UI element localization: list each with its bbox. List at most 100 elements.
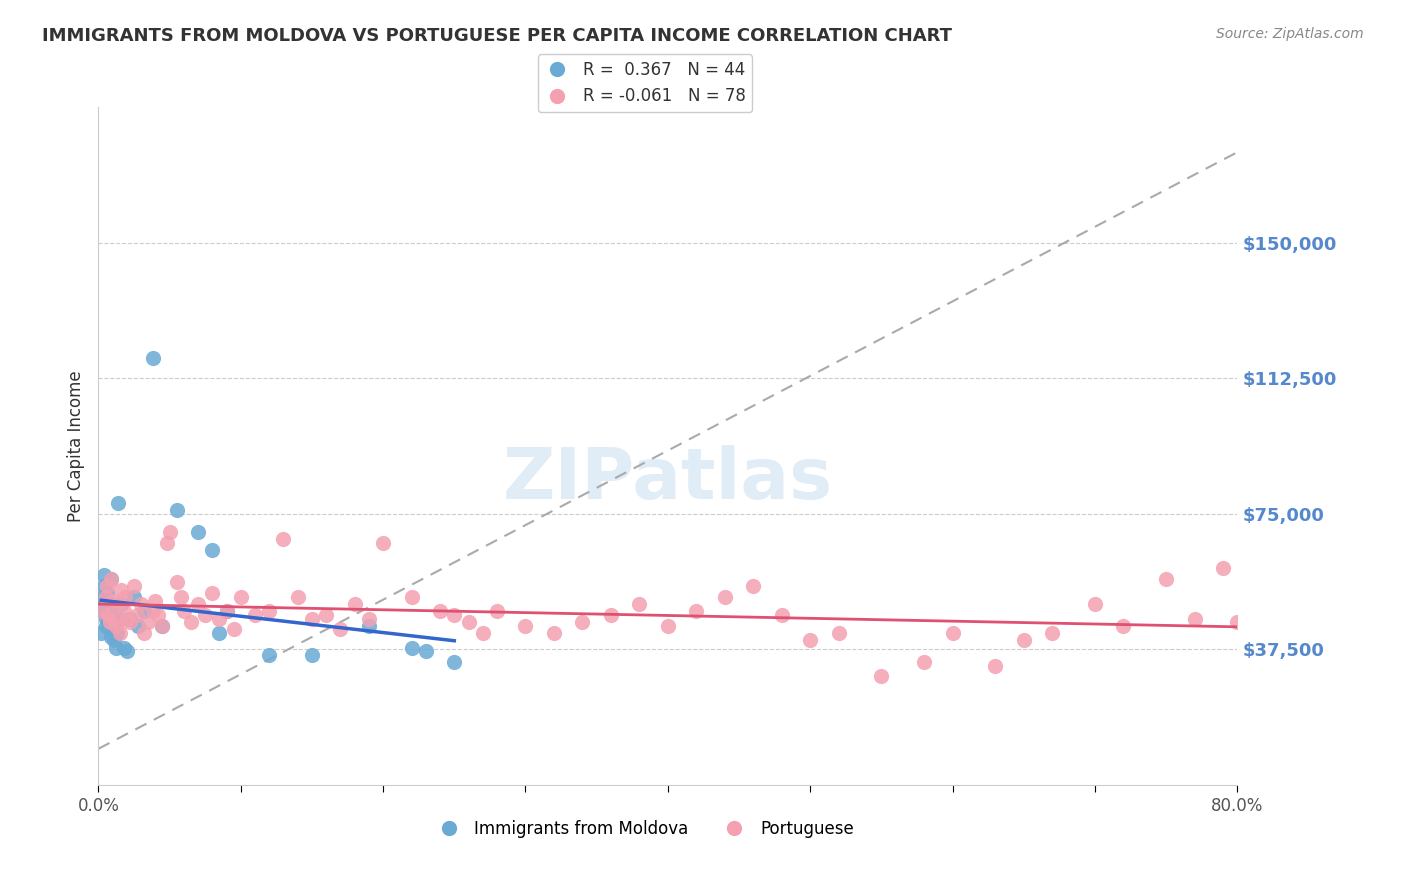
Point [222,623,245,637]
Point [101,619,124,633]
Point [96,579,118,593]
Point [129,597,152,611]
Point [486,604,509,618]
Point [93,568,115,582]
Point [98,600,121,615]
Point [515,619,537,633]
Point [152,619,174,633]
Point [118,615,141,630]
Point [415,644,437,658]
Point [194,607,217,622]
Point [108,612,131,626]
Point [770,607,793,622]
Point [201,543,224,558]
Point [471,626,494,640]
Point [122,590,145,604]
Point [273,532,295,546]
Point [105,597,128,611]
Point [243,607,266,622]
Point [91,604,114,618]
Point [429,604,451,618]
Point [187,524,209,539]
Point [208,612,231,626]
Point [170,590,193,604]
Point [1212,561,1234,575]
Point [357,612,380,626]
Point [1226,615,1249,630]
Point [180,615,202,630]
Point [401,590,423,604]
Point [97,607,120,622]
Point [90,626,112,640]
Point [301,648,323,662]
Point [685,604,707,618]
Point [101,593,124,607]
Point [343,597,366,611]
Point [97,593,120,607]
Point [112,640,135,655]
Point [112,604,135,618]
Point [136,615,159,630]
Point [259,604,281,618]
Point [101,612,124,626]
Point [401,640,423,655]
Point [148,607,170,622]
Point [443,607,465,622]
Point [100,630,122,644]
Text: Source: ZipAtlas.com: Source: ZipAtlas.com [1216,27,1364,41]
Point [173,604,195,618]
Point [208,626,231,640]
Point [1040,626,1063,640]
Point [215,604,238,618]
Point [97,615,120,630]
Point [166,503,188,517]
Point [110,597,132,611]
Point [187,597,209,611]
Point [100,572,122,586]
Point [1154,572,1177,586]
Point [201,586,224,600]
Point [373,535,395,549]
Point [98,615,121,630]
Point [127,619,149,633]
Point [115,612,138,626]
Point [301,612,323,626]
Point [870,669,893,683]
Point [742,579,765,593]
Legend: Immigrants from Moldova, Portuguese: Immigrants from Moldova, Portuguese [429,814,860,845]
Point [984,658,1007,673]
Point [141,604,163,618]
Point [357,619,380,633]
Point [122,579,145,593]
Point [215,604,238,618]
Point [287,590,309,604]
Point [132,626,155,640]
Point [912,655,935,669]
Point [315,607,337,622]
Point [145,593,167,607]
Point [104,640,127,655]
Point [94,590,117,604]
Point [159,524,181,539]
Point [329,623,352,637]
Point [98,623,121,637]
Point [94,612,117,626]
Point [1012,633,1035,648]
Point [132,604,155,618]
Point [799,633,821,648]
Point [105,626,128,640]
Point [96,586,118,600]
Point [115,644,138,658]
Point [94,597,117,611]
Point [543,626,565,640]
Point [93,579,115,593]
Point [259,648,281,662]
Point [103,615,125,630]
Point [457,615,479,630]
Point [229,590,252,604]
Point [152,619,174,633]
Point [1084,597,1107,611]
Point [1112,619,1135,633]
Text: IMMIGRANTS FROM MOLDOVA VS PORTUGUESE PER CAPITA INCOME CORRELATION CHART: IMMIGRANTS FROM MOLDOVA VS PORTUGUESE PE… [42,27,952,45]
Point [443,655,465,669]
